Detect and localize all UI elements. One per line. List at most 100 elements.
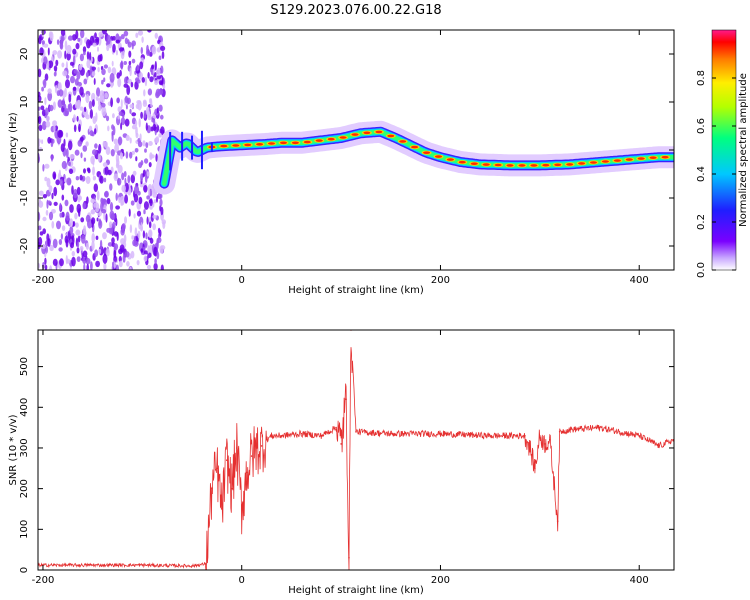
noise-speckle — [57, 82, 61, 90]
ridge-peak — [303, 140, 311, 144]
noise-speckle — [38, 211, 41, 222]
noise-speckle — [94, 249, 99, 257]
noise-speckle — [105, 248, 110, 257]
noise-speckle — [130, 174, 135, 184]
noise-speckle — [69, 226, 74, 235]
noise-speckle — [100, 197, 104, 204]
noise-speckle — [102, 253, 108, 264]
noise-speckle — [70, 242, 74, 249]
noise-speckle — [38, 225, 42, 231]
noise-speckle — [57, 99, 63, 108]
noise-speckle — [130, 250, 135, 259]
noise-speckle — [128, 208, 131, 217]
noise-speckle — [110, 97, 113, 108]
noise-speckle — [112, 43, 116, 53]
noise-speckle — [135, 156, 138, 162]
noise-speckle — [131, 124, 137, 130]
noise-speckle — [39, 231, 44, 236]
noise-speckle — [154, 60, 157, 71]
noise-speckle — [88, 100, 93, 110]
noise-speckle — [143, 250, 149, 255]
noise-speckle — [38, 138, 41, 144]
snr-point — [558, 430, 561, 433]
noise-speckle — [79, 53, 84, 62]
noise-speckle — [146, 216, 149, 225]
noise-speckle — [62, 70, 68, 77]
noise-speckle — [151, 45, 157, 55]
noise-speckle — [131, 58, 136, 64]
noise-speckle — [106, 197, 111, 205]
noise-speckle — [96, 87, 101, 97]
noise-speckle — [113, 138, 119, 145]
noise-speckle — [104, 141, 108, 149]
noise-speckle — [122, 254, 126, 263]
noise-speckle — [75, 176, 80, 181]
noise-speckle — [66, 44, 72, 55]
noise-speckle — [147, 252, 152, 258]
noise-speckle — [116, 264, 119, 270]
noise-speckle — [94, 128, 97, 135]
noise-speckle — [129, 266, 132, 270]
noise-speckle — [51, 138, 55, 144]
ridge-peak — [291, 141, 299, 145]
noise-speckle — [128, 60, 132, 66]
noise-speckle — [90, 155, 95, 165]
noise-speckle — [145, 122, 148, 131]
noise-speckle — [140, 248, 144, 253]
noise-speckle — [145, 232, 148, 240]
snr-point — [250, 455, 253, 457]
snr-point — [221, 508, 223, 510]
noise-speckle — [59, 202, 62, 211]
spectrogram-marks — [38, 30, 674, 270]
noise-speckle — [144, 158, 149, 164]
noise-speckle — [162, 84, 166, 90]
noise-speckle — [82, 46, 87, 53]
snr-point — [320, 435, 323, 437]
noise-speckle — [154, 32, 158, 39]
noise-speckle — [53, 201, 58, 206]
noise-speckle — [154, 80, 159, 86]
noise-speckle — [117, 115, 120, 120]
ridge-peak — [411, 145, 419, 149]
noise-speckle — [58, 89, 64, 97]
noise-speckle — [52, 171, 57, 180]
noise-speckle — [152, 214, 157, 219]
noise-speckle — [81, 234, 86, 244]
noise-speckle — [38, 236, 43, 246]
noise-speckle — [87, 168, 91, 174]
noise-speckle — [155, 153, 158, 162]
noise-speckle — [116, 97, 120, 104]
noise-speckle — [41, 40, 46, 45]
noise-speckle — [159, 205, 162, 212]
noise-speckle — [91, 209, 94, 215]
noise-speckle — [82, 145, 88, 152]
noise-speckle — [40, 105, 45, 111]
noise-speckle — [95, 260, 100, 268]
noise-speckle — [76, 186, 81, 196]
noise-speckle — [137, 141, 143, 148]
snr-point — [529, 447, 531, 449]
noise-speckle — [139, 61, 144, 70]
noise-speckle — [135, 120, 138, 127]
snr-point — [231, 487, 233, 490]
noise-speckle — [47, 88, 52, 94]
ridge-peak — [542, 163, 550, 167]
snr-point — [265, 439, 268, 441]
noise-speckle — [91, 66, 96, 71]
noise-speckle — [79, 246, 84, 251]
noise-speckle — [143, 185, 148, 193]
noise-speckle — [47, 91, 53, 102]
noise-speckle — [44, 257, 47, 265]
noise-speckle — [73, 124, 77, 133]
noise-speckle — [78, 64, 83, 71]
noise-speckle — [102, 162, 108, 168]
noise-speckle — [102, 30, 107, 35]
noise-speckle — [114, 143, 119, 153]
noise-speckle — [133, 193, 139, 203]
noise-speckle — [97, 54, 102, 62]
noise-speckle — [85, 242, 89, 250]
noise-speckle — [106, 44, 110, 52]
noise-speckle — [125, 104, 128, 110]
ridge-peak — [244, 143, 252, 147]
